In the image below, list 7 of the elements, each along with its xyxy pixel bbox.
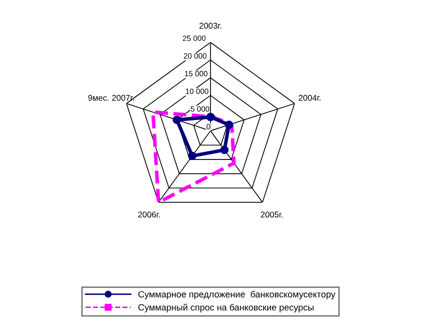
spoke-label: 9мес. 2007г.	[88, 94, 134, 101]
spoke-label: 2003г.	[199, 22, 222, 29]
legend-label: Суммарный спрос на банковские ресурсы	[138, 304, 314, 312]
spoke-label: 2004г.	[298, 94, 320, 101]
legend-label: Суммарное предложение банковскомусектору	[138, 290, 336, 300]
spoke-label: 2006г.	[138, 212, 160, 218]
spoke-label: 2005г.	[260, 212, 283, 218]
